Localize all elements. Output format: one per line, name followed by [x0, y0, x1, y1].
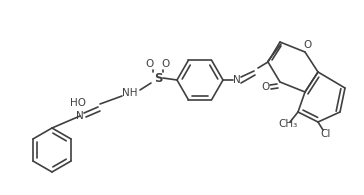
Text: NH: NH	[122, 88, 138, 98]
Text: N: N	[76, 111, 84, 121]
Text: Cl: Cl	[321, 129, 331, 139]
Text: CH₃: CH₃	[278, 119, 298, 129]
Text: O: O	[262, 82, 270, 92]
Text: N: N	[233, 75, 241, 85]
Text: HO: HO	[70, 98, 86, 108]
Text: S: S	[154, 72, 162, 84]
Text: O: O	[162, 59, 170, 69]
Text: O: O	[146, 59, 154, 69]
Text: O: O	[304, 40, 312, 50]
